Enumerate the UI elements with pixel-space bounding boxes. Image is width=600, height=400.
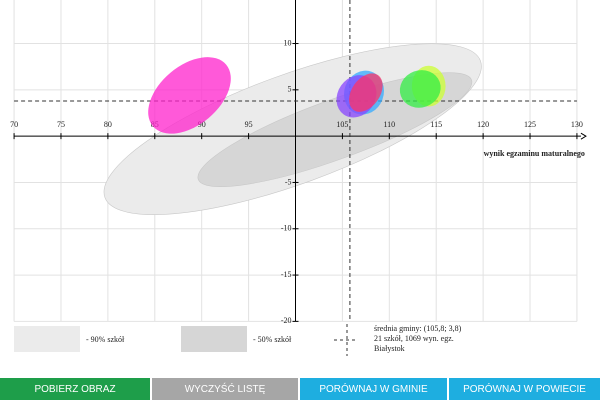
x-tick-label: 95 bbox=[245, 120, 253, 129]
school-ellipse bbox=[399, 70, 441, 108]
y-tick-label: -20 bbox=[281, 316, 292, 325]
legend-mean-text: średnia gminy: (105,8; 3,8) bbox=[374, 324, 462, 333]
x-tick-label: 75 bbox=[57, 120, 65, 129]
y-tick-label: 5 bbox=[288, 85, 292, 94]
school-ellipse bbox=[148, 57, 231, 134]
button[interactable]: POBIERZ OBRAZ bbox=[0, 378, 150, 400]
legend-swatch bbox=[181, 326, 247, 352]
y-tick-label: 10 bbox=[284, 38, 292, 47]
y-tick-label: -10 bbox=[281, 224, 292, 233]
x-tick-label: 80 bbox=[104, 120, 112, 129]
x-tick-label: 70 bbox=[10, 120, 18, 129]
x-axis-arrow bbox=[580, 132, 587, 140]
button[interactable]: PORÓWNAJ W GMINIE bbox=[300, 378, 447, 400]
y-tick-label: -15 bbox=[281, 270, 292, 279]
x-tick-label: 105 bbox=[336, 120, 348, 129]
legend-mean-text: Białystok bbox=[374, 344, 405, 353]
chart: 707580859095105110115120125130-20-15-10-… bbox=[10, 0, 587, 356]
legend-label: - 90% szkół bbox=[86, 335, 125, 344]
button[interactable]: PORÓWNAJ W POWIECIE bbox=[449, 378, 600, 400]
band bbox=[197, 72, 473, 187]
button[interactable]: WYCZYŚĆ LISTĘ bbox=[152, 378, 298, 400]
school-ellipse bbox=[349, 73, 383, 112]
x-tick-label: 125 bbox=[524, 120, 536, 129]
legend-swatch bbox=[14, 326, 80, 352]
legend-mean-text: 21 szkół, 1069 wyn. egz. bbox=[374, 334, 454, 343]
legend-label: - 50% szkół bbox=[253, 335, 292, 344]
x-tick-label: 90 bbox=[198, 120, 206, 129]
x-tick-label: 110 bbox=[383, 120, 395, 129]
x-axis-label: wynik egzaminu maturalnego bbox=[484, 149, 585, 158]
y-tick-label: -5 bbox=[285, 177, 292, 186]
x-tick-label: 120 bbox=[477, 120, 489, 129]
x-tick-label: 130 bbox=[571, 120, 583, 129]
x-tick-label: 115 bbox=[430, 120, 442, 129]
